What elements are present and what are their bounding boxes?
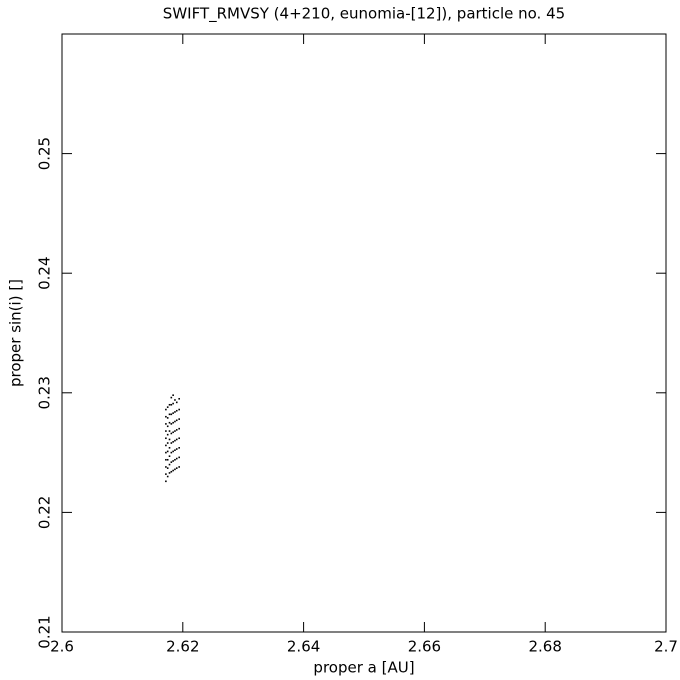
data-point — [166, 406, 169, 408]
data-point — [178, 466, 180, 468]
data-point — [174, 420, 176, 423]
data-point — [175, 401, 178, 404]
data-point — [166, 433, 169, 436]
data-point — [178, 447, 180, 449]
data-point — [165, 437, 167, 440]
data-point — [168, 421, 171, 424]
data-point — [166, 425, 169, 428]
data-point — [165, 415, 167, 418]
data-point — [178, 427, 180, 430]
data-point — [175, 457, 178, 460]
data-point — [172, 450, 174, 453]
data-point — [170, 403, 173, 406]
data-point — [168, 472, 171, 474]
data-point — [172, 469, 174, 472]
data-point — [178, 408, 180, 411]
data-point — [172, 412, 174, 414]
x-tick-label: 2.6 — [50, 638, 74, 656]
x-tick-label: 2.62 — [166, 638, 199, 656]
data-point — [165, 480, 167, 483]
data-point — [178, 418, 180, 420]
y-tick-label: 0.21 — [36, 615, 54, 648]
data-point — [165, 473, 167, 475]
data-point — [172, 460, 174, 462]
data-point — [172, 441, 174, 443]
x-axis-label: proper a [AU] — [313, 659, 414, 677]
data-point — [170, 432, 173, 435]
y-tick-label: 0.22 — [36, 496, 54, 529]
data-point — [178, 456, 180, 459]
data-point — [174, 411, 176, 413]
data-point — [174, 439, 176, 442]
data-point — [170, 442, 173, 444]
x-tick-label: 2.7 — [654, 638, 678, 656]
data-point — [168, 413, 171, 416]
data-point — [174, 399, 176, 401]
data-point — [165, 423, 167, 425]
x-tick-label: 2.68 — [528, 638, 561, 656]
data-point — [174, 468, 176, 471]
data-point — [165, 430, 167, 432]
chart-title: SWIFT_RMVSY (4+210, eunomia-[12]), parti… — [163, 5, 565, 24]
data-point — [166, 450, 169, 453]
data-point — [174, 430, 176, 432]
data-point — [175, 409, 178, 412]
data-point — [165, 466, 167, 468]
data-point — [170, 396, 173, 399]
data-point — [166, 467, 169, 469]
data-point — [165, 458, 167, 461]
data-point — [178, 437, 180, 440]
data-point — [170, 470, 173, 473]
y-tick-label: 0.25 — [36, 137, 54, 170]
data-point — [168, 438, 171, 441]
y-tick-label: 0.23 — [36, 376, 54, 409]
data-point — [168, 455, 171, 457]
data-point — [170, 451, 173, 454]
data-point — [175, 448, 178, 450]
data-point — [165, 444, 167, 447]
data-point — [170, 413, 173, 416]
x-tick-label: 2.64 — [287, 638, 320, 656]
data-point — [168, 403, 171, 406]
data-point — [172, 394, 174, 396]
data-point — [172, 402, 174, 405]
data-point — [175, 429, 178, 431]
data-point — [174, 449, 176, 452]
data-point — [178, 397, 180, 400]
data-point — [168, 430, 171, 432]
data-point — [166, 442, 169, 444]
data-point — [172, 421, 174, 424]
y-axis-label: proper sin(i) [] — [7, 279, 25, 387]
data-point — [175, 467, 178, 469]
data-point — [165, 451, 167, 454]
data-point — [175, 438, 178, 441]
y-tick-label: 0.24 — [36, 256, 54, 289]
data-point — [175, 419, 178, 422]
data-point — [174, 458, 176, 461]
data-point — [168, 447, 171, 449]
data-point — [166, 417, 169, 419]
data-point — [168, 463, 171, 466]
data-point — [166, 458, 169, 461]
data-point — [172, 431, 174, 434]
data-point — [170, 461, 173, 463]
data-point — [170, 423, 173, 425]
x-tick-label: 2.66 — [408, 638, 441, 656]
data-point — [165, 408, 167, 411]
plot-frame — [61, 33, 667, 633]
data-point — [166, 475, 169, 478]
